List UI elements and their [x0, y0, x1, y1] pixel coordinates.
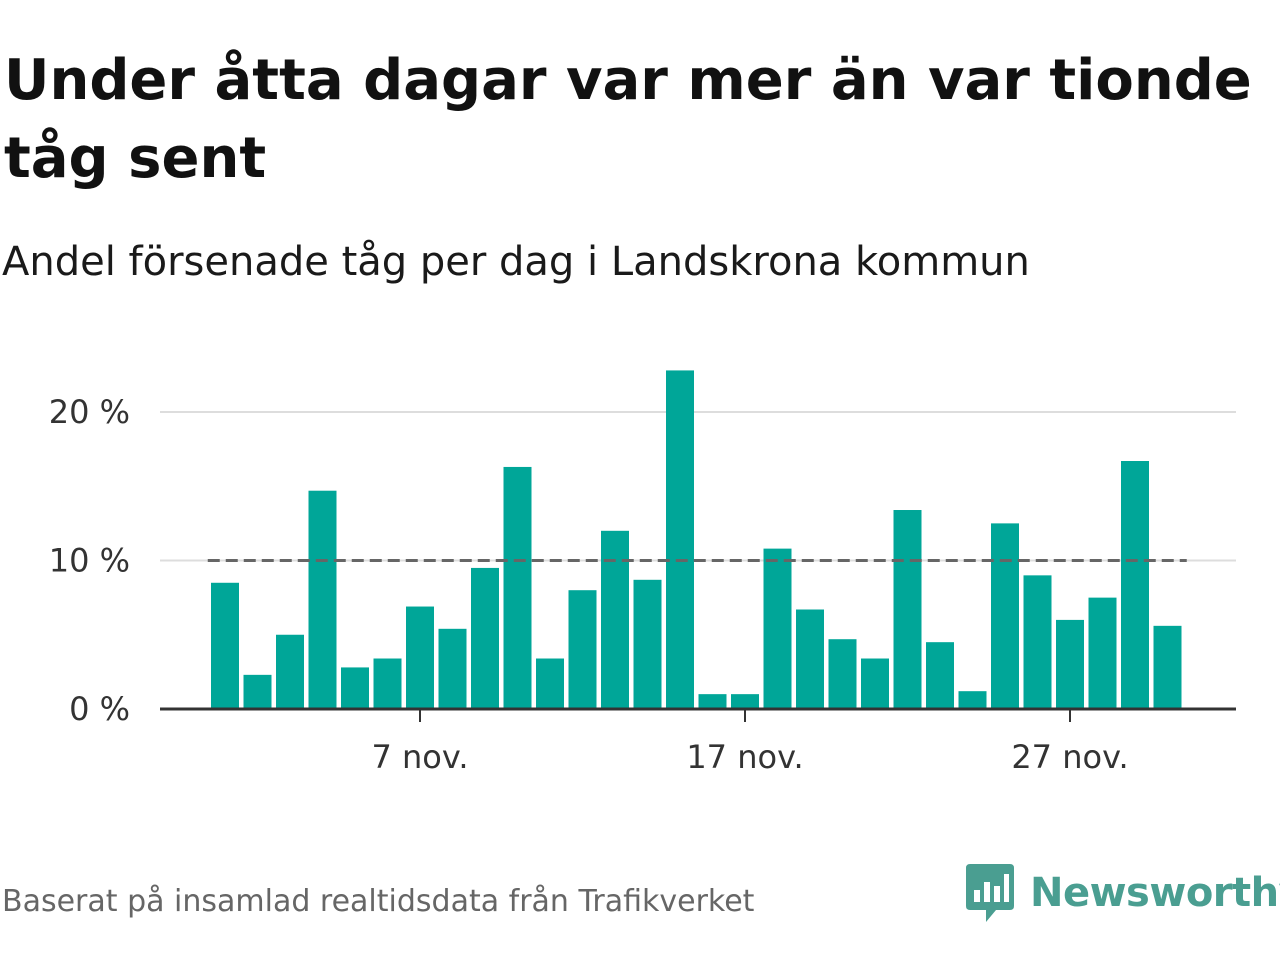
- x-axis: [160, 707, 1236, 722]
- chart-subtitle: Andel försenade tåg per dag i Landskrona…: [2, 239, 1030, 285]
- bar-2024-11-04: [308, 490, 337, 709]
- bar-2024-11-22: [893, 510, 922, 709]
- x-tick-label: 7 nov.: [371, 738, 468, 776]
- bar-2024-11-16: [698, 694, 727, 709]
- bar-2024-11-10: [503, 466, 532, 709]
- x-tick-label: 27 nov.: [1011, 738, 1128, 776]
- bar-2024-11-11: [536, 658, 564, 709]
- bar-2024-11-08: [438, 628, 467, 709]
- bar-2024-11-02: [243, 674, 272, 709]
- bar-2024-11-13: [601, 530, 629, 709]
- bar-2024-11-25: [991, 523, 1019, 709]
- y-tick-label: 10 %: [49, 542, 130, 580]
- brand-logo: Newsworthy: [964, 862, 1280, 924]
- y-tick-label: 0 %: [69, 690, 130, 728]
- bar-2024-11-09: [471, 567, 499, 709]
- bar-2024-11-20: [828, 639, 857, 709]
- bar-chart-speech-bubble-icon: [966, 864, 1014, 922]
- chart-title: Under åtta dagar var mer än var tionde t…: [4, 48, 1252, 191]
- x-tick-labels: 7 nov. 17 nov. 27 nov.: [371, 738, 1128, 776]
- bar-2024-11-07: [406, 606, 434, 709]
- bar-2024-11-15: [666, 370, 694, 709]
- bar-2024-11-26: [1023, 575, 1052, 709]
- bar-2024-11-03: [276, 634, 304, 709]
- bar-2024-11-29: [1121, 461, 1149, 709]
- source-note: Baserat på insamlad realtidsdata från Tr…: [2, 884, 755, 919]
- bar-2024-11-23: [926, 642, 954, 709]
- bar-2024-11-28: [1088, 597, 1117, 709]
- y-tick-label: 20 %: [49, 393, 130, 431]
- bar-2024-11-18: [763, 548, 792, 709]
- bar-2024-11-17: [731, 694, 759, 709]
- bars: [211, 370, 1182, 709]
- brand-name: Newsworthy: [1030, 870, 1280, 916]
- bar-2024-11-27: [1056, 619, 1084, 709]
- bar-2024-11-05: [341, 667, 369, 709]
- bar-2024-11-19: [796, 609, 824, 709]
- x-tick-label: 17 nov.: [686, 738, 803, 776]
- bar-2024-11-24: [958, 691, 987, 709]
- bar-2024-11-12: [568, 590, 597, 709]
- bar-2024-11-30: [1153, 625, 1182, 709]
- bar-2024-11-21: [861, 658, 889, 709]
- bar-2024-11-06: [373, 658, 402, 709]
- y-tick-labels: 0 % 10 % 20 %: [49, 393, 130, 728]
- bar-2024-11-01: [211, 582, 239, 709]
- bar-2024-11-14: [633, 579, 662, 709]
